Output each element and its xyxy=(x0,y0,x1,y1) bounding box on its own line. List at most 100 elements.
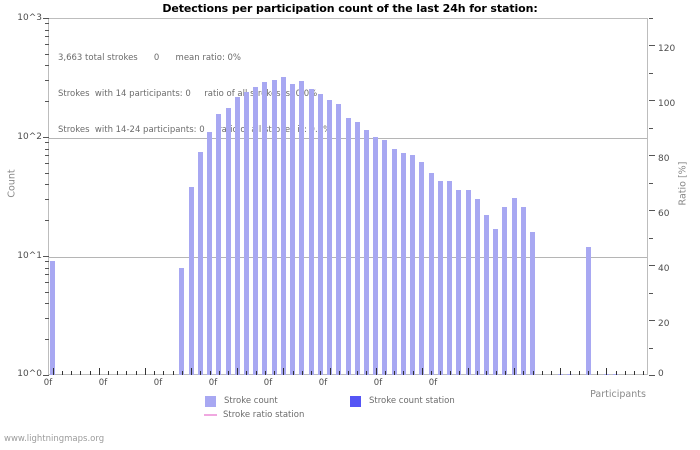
x-axis-tick xyxy=(468,368,469,375)
y-axis-tick xyxy=(45,163,49,164)
bar xyxy=(354,121,360,375)
x-axis-tick xyxy=(163,371,164,375)
y-axis-tick xyxy=(45,155,49,156)
bar xyxy=(447,180,453,375)
bar xyxy=(262,81,268,375)
legend-line-icon xyxy=(204,414,217,416)
bar xyxy=(520,206,526,375)
x-axis-tick xyxy=(99,368,100,375)
x-axis-tick xyxy=(228,371,229,375)
y-axis-tick xyxy=(45,149,49,150)
x-axis-tick xyxy=(293,371,294,375)
bar xyxy=(511,197,517,375)
y-axis-tick xyxy=(45,282,49,283)
y-axis-tick xyxy=(45,199,49,200)
x-axis-tick xyxy=(588,371,589,375)
y-axis-tick xyxy=(45,274,49,275)
bar xyxy=(197,151,203,375)
chart-legend: Stroke count Stroke count station Stroke… xyxy=(204,394,505,422)
y-axis-tick-label: 10^2 xyxy=(17,132,42,142)
y2-axis-tick-label: 40 xyxy=(658,264,670,274)
x-axis-tick xyxy=(625,371,626,375)
y-axis-tick xyxy=(45,44,49,45)
y2-axis-tick-label: 100 xyxy=(658,99,676,109)
legend-label: Stroke count station xyxy=(369,396,455,406)
x-axis-tick xyxy=(145,368,146,375)
y-axis-tick xyxy=(45,54,49,55)
x-axis-tick xyxy=(182,371,183,375)
x-axis-tick xyxy=(311,371,312,375)
bar xyxy=(188,187,194,375)
x-axis-tick xyxy=(283,368,284,375)
legend-item-stroke-ratio-station[interactable]: Stroke ratio station xyxy=(204,408,304,422)
bar xyxy=(419,161,425,375)
y-axis-tick xyxy=(45,220,49,221)
legend-row-2: Stroke ratio station xyxy=(204,408,505,422)
x-axis-tick-label: 0f xyxy=(98,378,108,388)
y2-axis-tick-label: 60 xyxy=(658,209,670,219)
x-axis-tick xyxy=(394,371,395,375)
bar xyxy=(400,153,406,375)
y2-axis-tick xyxy=(649,45,655,46)
x-axis-tick xyxy=(477,371,478,375)
x-axis-tick xyxy=(634,371,635,375)
bar xyxy=(271,80,277,375)
x-axis-tick xyxy=(403,371,404,375)
y-axis-tick xyxy=(45,303,49,304)
bar xyxy=(234,97,240,375)
bar xyxy=(216,114,222,375)
x-axis-tick xyxy=(542,371,543,375)
y-axis-tick xyxy=(45,80,49,81)
y-axis-tick xyxy=(45,101,49,102)
bar xyxy=(363,129,369,375)
x-axis-tick xyxy=(570,371,571,375)
x-axis-tick xyxy=(154,371,155,375)
x-axis-tick xyxy=(62,371,63,375)
x-axis-tick xyxy=(357,371,358,375)
y-axis-tick xyxy=(45,173,49,174)
x-axis-title: Participants xyxy=(590,389,646,400)
x-axis-tick-label: 0f xyxy=(263,378,273,388)
bar xyxy=(243,91,249,375)
y2-axis-tick xyxy=(649,183,653,184)
x-axis-tick-label: 0f xyxy=(373,378,383,388)
legend-item-stroke-count[interactable]: Stroke count xyxy=(205,394,278,408)
x-axis-tick xyxy=(551,371,552,375)
y2-axis-tick xyxy=(649,375,655,376)
bar xyxy=(391,148,397,375)
x-axis-tick xyxy=(302,371,303,375)
bar xyxy=(502,206,508,375)
x-axis-tick xyxy=(606,368,607,375)
bar xyxy=(437,180,443,375)
x-axis-tick-label: 0f xyxy=(428,378,438,388)
annotation-total-strokes: 3,663 total strokes 0 mean ratio: 0% xyxy=(58,53,242,63)
x-axis-tick xyxy=(533,371,534,375)
x-axis-tick xyxy=(126,371,127,375)
x-axis-tick xyxy=(459,371,460,375)
bar xyxy=(428,172,434,375)
y-axis-tick xyxy=(45,268,49,269)
x-axis-tick xyxy=(440,371,441,375)
bar xyxy=(280,76,286,375)
x-axis-tick xyxy=(136,371,137,375)
x-axis-tick xyxy=(560,368,561,375)
x-axis-tick-label: 0f xyxy=(208,378,218,388)
bar xyxy=(613,374,619,375)
y2-axis-tick xyxy=(649,265,655,266)
x-axis-tick xyxy=(616,371,617,375)
x-axis-tick xyxy=(514,368,515,375)
x-axis-tick xyxy=(348,371,349,375)
x-axis-tick xyxy=(191,368,192,375)
y-axis-tick xyxy=(43,137,49,138)
x-axis-tick-label: 0f xyxy=(153,378,163,388)
y-axis-tick xyxy=(45,65,49,66)
bar xyxy=(299,81,305,375)
y-axis-tick xyxy=(45,261,49,262)
bar xyxy=(530,231,536,375)
y-axis-tick xyxy=(45,23,49,24)
x-axis-tick xyxy=(210,371,211,375)
y-axis-tick xyxy=(45,318,49,319)
y2-axis-tick-label: 120 xyxy=(658,44,676,54)
bar xyxy=(253,86,259,375)
legend-item-stroke-count-station[interactable]: Stroke count station xyxy=(350,394,455,408)
